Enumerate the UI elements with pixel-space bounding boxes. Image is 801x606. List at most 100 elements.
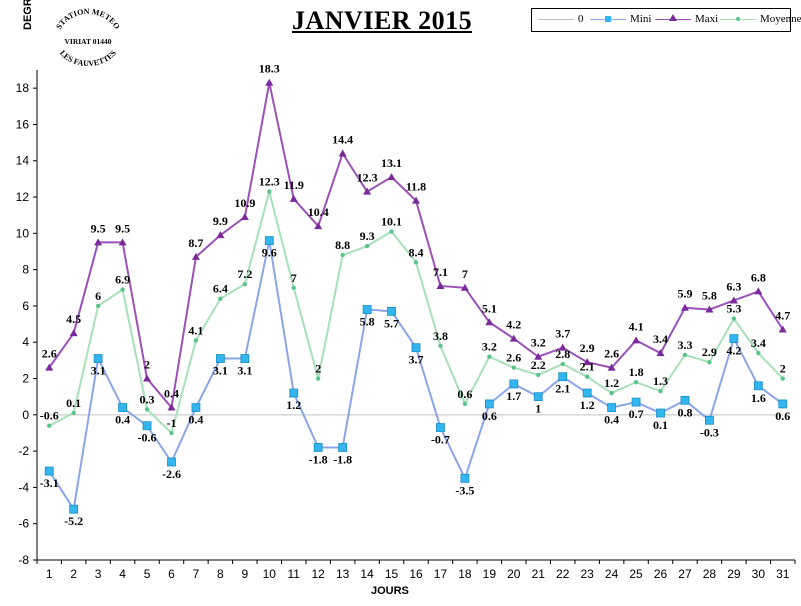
x-tick-label: 5 xyxy=(144,567,151,581)
data-label-moyenne: 2.9 xyxy=(702,345,717,359)
data-point-moyenne xyxy=(315,376,321,381)
data-label-moyenne: 5.3 xyxy=(726,302,741,316)
data-point-mini xyxy=(778,399,788,409)
data-point-mini xyxy=(607,403,617,412)
y-tick-label: 4 xyxy=(22,335,29,349)
data-point-maxi xyxy=(729,296,738,304)
data-point-moyenne xyxy=(682,352,688,358)
data-point-moyenne xyxy=(47,423,52,428)
y-tick-label: 10 xyxy=(16,226,30,240)
data-point-maxi xyxy=(69,329,78,337)
data-label-moyenne: 2 xyxy=(315,362,321,376)
data-point-mini xyxy=(387,306,396,316)
data-label-mini: 3.1 xyxy=(237,364,252,378)
data-point-maxi xyxy=(387,173,396,181)
data-point-maxi xyxy=(680,303,689,311)
x-tick-label: 31 xyxy=(776,567,790,581)
data-point-mini xyxy=(680,395,690,405)
series-line-mini xyxy=(48,240,784,512)
data-label-maxi: 4.1 xyxy=(629,319,644,333)
data-label-mini: 0.6 xyxy=(775,409,790,423)
data-label-mini: 1.2 xyxy=(286,398,301,412)
x-tick-label: 7 xyxy=(193,567,200,581)
data-label-maxi: 2.6 xyxy=(604,347,619,361)
data-label-mini: -1.8 xyxy=(333,452,352,466)
data-label-mini: 9.6 xyxy=(262,246,277,260)
data-point-moyenne xyxy=(242,281,248,287)
x-tick-label: 17 xyxy=(434,567,448,581)
data-point-maxi xyxy=(314,222,323,230)
data-point-moyenne xyxy=(707,359,712,365)
data-label-maxi: 9.5 xyxy=(91,221,106,235)
data-label-maxi: 2 xyxy=(144,358,150,372)
x-tick-label: 13 xyxy=(336,567,350,581)
x-tick-label: 18 xyxy=(458,567,472,581)
x-tick-label: 27 xyxy=(678,567,692,581)
x-tick-label: 23 xyxy=(580,567,594,581)
data-point-mini xyxy=(705,415,714,425)
data-label-mini: -0.7 xyxy=(431,433,450,447)
data-point-mini xyxy=(460,473,470,483)
data-point-mini xyxy=(338,443,348,452)
data-label-maxi: 13.1 xyxy=(381,156,402,170)
data-point-mini xyxy=(142,421,152,431)
data-label-maxi: 18.3 xyxy=(259,62,280,76)
data-label-mini: 0.7 xyxy=(629,407,644,421)
data-label-maxi: 4.5 xyxy=(66,312,81,326)
data-point-moyenne xyxy=(780,376,785,381)
data-label-moyenne: 3.4 xyxy=(751,336,766,350)
dot-marker-icon xyxy=(736,17,740,21)
data-point-mini xyxy=(191,403,201,412)
x-tick-label: 16 xyxy=(409,567,423,581)
data-point-moyenne xyxy=(413,260,419,265)
svg-text:STATION METEO: STATION METEO xyxy=(54,7,121,31)
data-point-mini xyxy=(362,305,372,314)
y-tick-label: 6 xyxy=(22,299,29,313)
data-point-maxi xyxy=(436,281,445,289)
data-label-mini: 0.4 xyxy=(604,413,619,427)
data-label-maxi: 4.2 xyxy=(506,318,521,332)
data-label-moyenne: -0.6 xyxy=(40,409,59,423)
square-marker-icon xyxy=(605,16,611,22)
data-label-maxi: 2.6 xyxy=(42,347,57,361)
x-tick-label: 2 xyxy=(70,567,77,581)
data-label-moyenne: 2.6 xyxy=(506,351,521,365)
data-point-maxi xyxy=(289,194,298,202)
data-point-mini xyxy=(484,399,494,409)
data-label-maxi: 11.9 xyxy=(284,178,304,192)
data-label-maxi: 5.9 xyxy=(677,287,692,301)
data-point-mini xyxy=(167,457,176,467)
data-point-moyenne xyxy=(560,361,565,367)
data-label-moyenne: 1.2 xyxy=(604,376,619,390)
y-tick-label: 0 xyxy=(22,408,29,422)
data-point-maxi xyxy=(778,325,787,333)
data-point-mini xyxy=(69,504,79,514)
data-label-maxi: 9.9 xyxy=(213,214,228,228)
data-point-maxi xyxy=(632,336,641,344)
data-label-mini: 1.2 xyxy=(580,398,595,412)
data-point-maxi xyxy=(607,363,616,371)
data-point-mini xyxy=(215,354,225,363)
data-point-mini xyxy=(313,443,323,452)
data-label-mini: -0.3 xyxy=(700,425,719,439)
x-tick-label: 24 xyxy=(605,567,619,581)
data-label-maxi: 11.8 xyxy=(406,180,426,194)
data-label-mini: 3.7 xyxy=(409,353,424,367)
data-point-moyenne xyxy=(340,252,345,258)
data-point-moyenne xyxy=(71,410,76,416)
data-point-maxi xyxy=(167,403,176,411)
y-tick-label: -8 xyxy=(18,553,29,567)
data-point-moyenne xyxy=(609,390,614,396)
data-point-mini xyxy=(240,354,250,363)
data-label-mini: 2.1 xyxy=(555,382,570,396)
x-tick-label: 22 xyxy=(556,567,570,581)
data-point-mini xyxy=(411,343,421,353)
data-point-moyenne xyxy=(95,303,101,309)
data-point-moyenne xyxy=(218,296,223,301)
x-tick-label: 26 xyxy=(654,567,668,581)
x-tick-label: 9 xyxy=(241,567,248,581)
data-point-moyenne xyxy=(364,243,370,249)
legend-label: 0 xyxy=(578,13,584,25)
data-point-moyenne xyxy=(120,287,125,292)
